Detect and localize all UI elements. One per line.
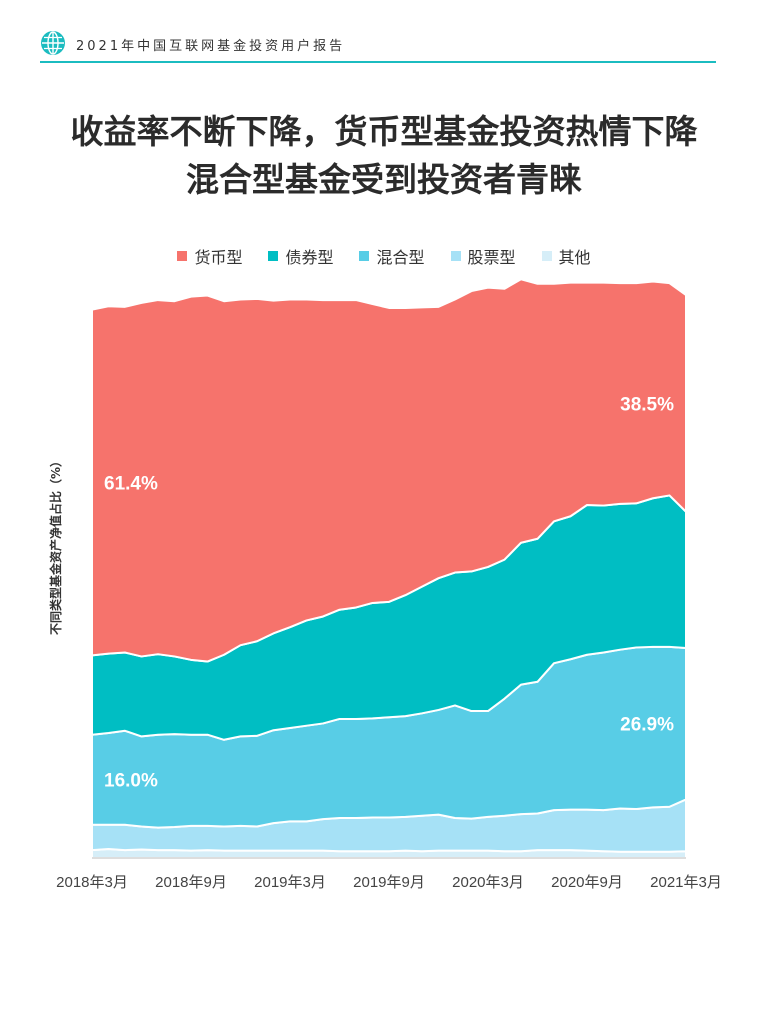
legend-label: 混合型: [376, 248, 425, 267]
legend-label: 其他: [558, 248, 591, 267]
data-label: 26.9%: [620, 715, 674, 736]
chart-title-line-2: 混合型基金受到投资者青睐: [186, 160, 582, 199]
legend-item-money: 货币型: [177, 244, 242, 268]
chart-legend: 货币型 债券型 混合型 股票型 其他: [0, 244, 768, 268]
legend-item-stock: 股票型: [450, 244, 516, 268]
chart-title: 收益率不断下降，货币型基金投资热情下降 混合型基金受到投资者青睐: [0, 108, 768, 204]
legend-item-other: 其他: [541, 244, 591, 268]
chart-title-line-1: 收益率不断下降，货币型基金投资热情下降: [70, 112, 698, 151]
legend-item-bond: 债券型: [268, 244, 333, 268]
report-header: 2021年中国互联网基金投资用户报告: [40, 28, 716, 62]
legend-item-hybrid: 混合型: [359, 244, 425, 268]
data-label: 61.4%: [104, 473, 158, 494]
legend-label: 股票型: [467, 248, 516, 267]
globe-icon: [41, 31, 65, 55]
x-tick-label: 2020年9月: [551, 874, 623, 891]
legend-swatch: [268, 251, 279, 261]
x-tick-label: 2018年3月: [56, 874, 128, 891]
data-label: 16.0%: [104, 771, 158, 792]
legend-label: 债券型: [285, 248, 334, 267]
legend-swatch: [541, 251, 552, 261]
legend-swatch: [177, 251, 188, 261]
y-axis-label: 不同类型基金资产净值占比（%）: [48, 455, 63, 635]
report-title: 2021年中国互联网基金投资用户报告: [76, 39, 346, 54]
legend-label: 货币型: [194, 248, 243, 267]
x-tick-label: 2018年9月: [155, 874, 227, 891]
x-tick-label: 2019年9月: [353, 874, 425, 891]
x-tick-label: 2021年3月: [650, 874, 722, 891]
area-money: [91, 278, 687, 663]
legend-swatch: [450, 251, 461, 261]
x-tick-label: 2020年3月: [452, 874, 524, 891]
data-label: 38.5%: [620, 394, 674, 415]
header-divider: [40, 61, 716, 63]
x-tick-label: 2019年3月: [254, 874, 326, 891]
legend-swatch: [359, 251, 370, 261]
